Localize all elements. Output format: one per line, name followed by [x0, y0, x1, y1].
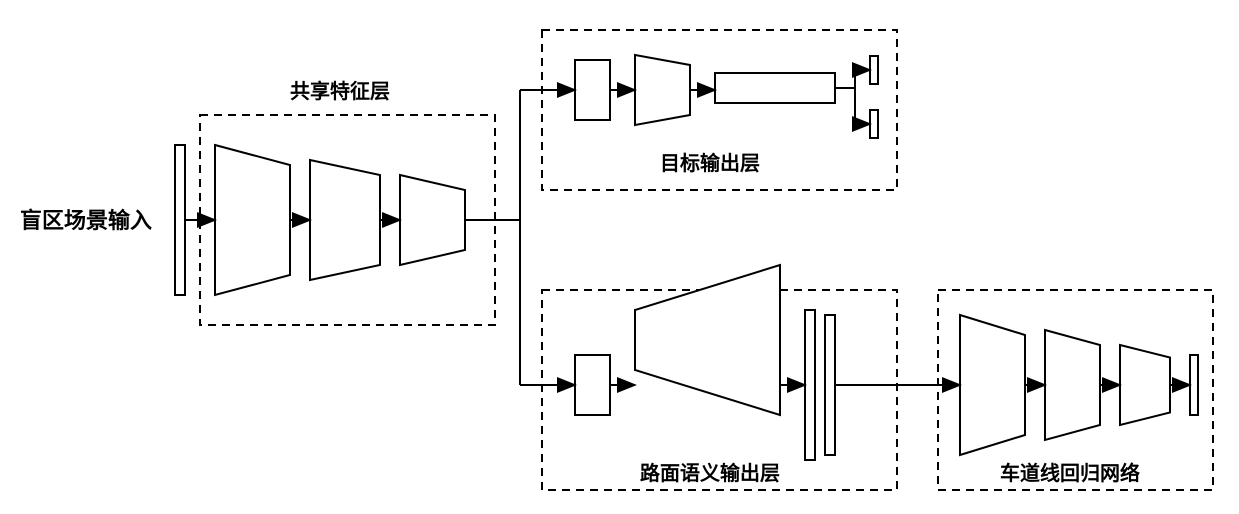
target-long-rect [715, 73, 835, 103]
shared-label: 共享特征层 [290, 79, 390, 103]
road-bar-2 [825, 315, 835, 455]
input-bar [175, 145, 185, 295]
lane-trap-1 [960, 315, 1025, 455]
shared-trap-2 [310, 160, 380, 280]
shared-trap-3 [400, 175, 465, 265]
road-label: 路面语义输出层 [640, 461, 780, 485]
target-label: 目标输出层 [660, 151, 760, 175]
lane-label: 车道线回归网络 [1000, 461, 1140, 485]
target-out-1 [870, 56, 878, 84]
target-out-2 [870, 110, 878, 138]
lane-out [1190, 355, 1198, 415]
shared-trap-1 [215, 145, 290, 295]
target-rect [575, 60, 610, 120]
lane-trap-2 [1045, 330, 1100, 440]
road-bar-1 [805, 310, 815, 460]
input-label: 盲区场景输入 [20, 208, 152, 233]
target-trap [635, 55, 690, 125]
road-expanding-trap [635, 265, 780, 415]
road-rect [575, 355, 610, 415]
lane-trap-3 [1120, 345, 1170, 425]
network-diagram: 盲区场景输入 共享特征层目标输出层路面语义输出层 车道线回归网络 [0, 0, 1239, 514]
